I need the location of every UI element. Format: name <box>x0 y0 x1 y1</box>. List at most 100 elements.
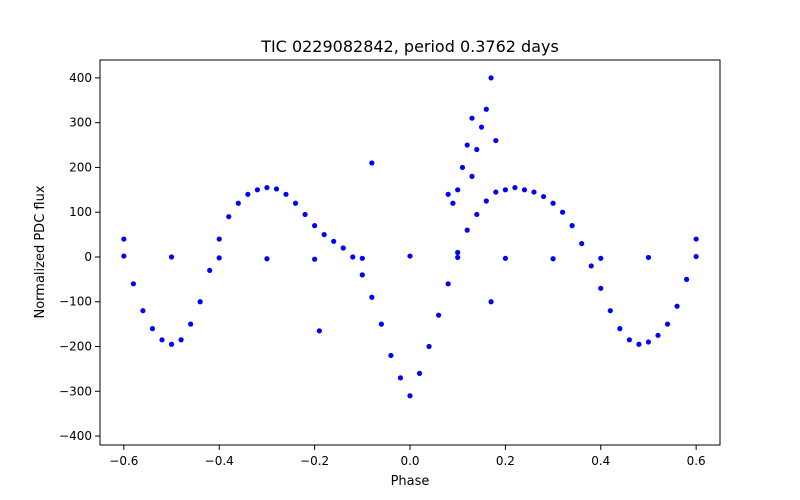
data-point <box>359 255 365 261</box>
data-point <box>130 281 136 287</box>
data-point <box>493 189 499 195</box>
y-tick-label: −200 <box>59 340 92 354</box>
data-point <box>216 236 222 242</box>
data-point <box>254 187 260 193</box>
x-tick-label: 0.4 <box>591 454 610 468</box>
data-point <box>140 308 146 314</box>
data-point <box>493 137 499 144</box>
data-point <box>121 253 127 259</box>
data-point <box>436 312 442 318</box>
data-point <box>488 299 494 305</box>
x-axis: −0.6 −0.4 −0.2 0.0 0.2 0.4 0.6 <box>109 445 706 468</box>
data-point <box>588 263 594 269</box>
data-point <box>168 341 175 347</box>
y-tick-label: 0 <box>84 250 92 264</box>
data-point <box>474 211 480 218</box>
data-point <box>407 393 413 399</box>
data-point <box>617 326 623 332</box>
data-point <box>388 352 394 359</box>
data-point <box>216 255 222 261</box>
y-tick-label: 300 <box>69 116 92 130</box>
data-point <box>483 198 489 204</box>
data-point <box>188 321 194 327</box>
data-point <box>684 276 690 282</box>
data-point <box>369 160 375 166</box>
data-point <box>664 321 671 327</box>
data-point <box>264 256 270 262</box>
data-point <box>693 253 699 260</box>
plot-frame <box>99 59 721 446</box>
data-point <box>560 209 566 215</box>
data-point <box>312 223 318 229</box>
data-point <box>478 124 485 130</box>
data-point <box>488 75 494 81</box>
data-point <box>450 200 456 206</box>
data-point <box>340 245 346 251</box>
data-point <box>226 214 232 220</box>
data-point <box>283 191 289 197</box>
plot-area <box>121 75 699 399</box>
data-point <box>579 240 585 247</box>
data-point <box>316 328 322 334</box>
y-axis: −400 −300 −200 −100 0 100 200 300 400 <box>59 71 100 443</box>
y-tick-label: 100 <box>69 205 92 219</box>
data-point <box>302 211 308 218</box>
x-axis-label: Phase <box>391 474 430 489</box>
data-point <box>469 115 475 121</box>
data-point <box>312 256 318 262</box>
data-point <box>464 142 470 148</box>
data-point <box>550 200 556 206</box>
x-tick-label: −0.2 <box>300 454 329 468</box>
data-point <box>455 254 461 261</box>
data-point <box>607 308 613 314</box>
data-point <box>540 193 547 200</box>
y-axis-label: Normalized PDC flux <box>33 185 48 318</box>
data-point <box>645 254 652 261</box>
data-point <box>397 375 404 381</box>
data-point <box>483 106 489 112</box>
data-point <box>149 326 156 332</box>
data-point <box>207 267 213 274</box>
data-point <box>474 146 480 153</box>
data-point <box>159 337 165 343</box>
data-point <box>369 294 375 300</box>
y-tick-label: −100 <box>59 295 92 309</box>
data-point <box>636 341 642 347</box>
data-point <box>178 337 184 343</box>
y-tick-label: −300 <box>59 384 92 398</box>
data-point <box>464 227 470 233</box>
data-point <box>197 299 203 305</box>
data-point <box>445 281 451 287</box>
data-point <box>693 236 699 242</box>
data-point <box>331 238 337 244</box>
data-point <box>121 236 127 242</box>
data-point <box>502 187 508 193</box>
y-tick-label: 200 <box>69 160 92 174</box>
x-tick-label: 0.2 <box>496 454 515 468</box>
x-tick-label: −0.6 <box>109 454 138 468</box>
x-tick-label: −0.4 <box>205 454 234 468</box>
data-point <box>512 184 518 191</box>
y-tick-label: −400 <box>59 429 92 443</box>
data-point <box>273 186 280 192</box>
data-point <box>655 332 661 338</box>
data-point <box>378 321 384 327</box>
data-point <box>359 272 365 278</box>
data-point <box>407 253 413 259</box>
data-point <box>455 249 461 256</box>
data-series <box>121 253 699 262</box>
data-point <box>321 231 327 238</box>
data-point <box>598 255 604 261</box>
data-point <box>264 184 270 191</box>
data-point <box>416 370 423 376</box>
data-point <box>550 256 556 262</box>
data-point <box>645 339 652 345</box>
data-point <box>235 200 241 206</box>
x-tick-label: 0.0 <box>400 454 419 468</box>
data-point <box>521 187 528 193</box>
data-point <box>569 223 575 229</box>
data-series <box>121 184 699 399</box>
data-series <box>316 75 499 334</box>
data-point <box>455 187 461 193</box>
